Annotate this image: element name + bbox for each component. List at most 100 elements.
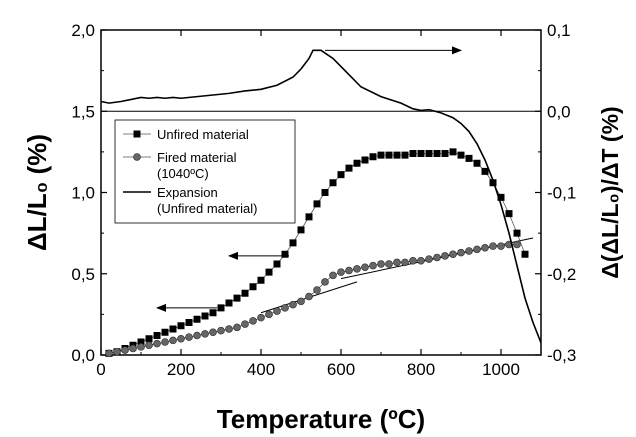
data-point-unfired — [505, 210, 513, 218]
x-tick-label: 1000 — [482, 360, 520, 379]
data-point-fired — [425, 255, 433, 263]
data-point-fired — [249, 317, 257, 325]
data-point-fired — [465, 247, 473, 255]
data-point-unfired — [385, 151, 393, 159]
data-point-unfired — [209, 309, 217, 317]
data-point-unfired — [137, 338, 145, 346]
y-right-tick-label: -0,1 — [547, 184, 576, 203]
data-point-fired — [361, 263, 369, 272]
data-point-unfired — [409, 150, 417, 157]
data-point-unfired — [241, 289, 249, 297]
data-point-fired — [345, 266, 353, 275]
data-point-fired — [169, 336, 177, 345]
data-point-fired — [489, 242, 497, 250]
data-point-fired — [177, 334, 185, 343]
x-tick-label: 400 — [247, 360, 275, 379]
data-point-fired — [241, 320, 249, 328]
y-right-tick-label: 0,0 — [547, 102, 571, 121]
data-point-unfired — [369, 153, 377, 161]
data-point-fired — [297, 297, 305, 306]
data-point-unfired — [513, 229, 521, 237]
data-point-fired — [305, 292, 313, 301]
y-right-tick-label: -0,3 — [547, 346, 576, 365]
data-point-fired — [385, 260, 393, 268]
data-point-unfired — [281, 250, 289, 258]
x-tick-label: 0 — [96, 360, 105, 379]
data-point-unfired — [217, 304, 225, 312]
data-point-unfired — [481, 167, 489, 175]
data-point-unfired — [497, 193, 505, 201]
y-left-tick-label: 1,5 — [71, 102, 95, 121]
series-line-expansion — [100, 49, 542, 344]
x-tick-label: 800 — [407, 360, 435, 379]
data-point-unfired — [145, 335, 153, 343]
x-tick-label: 200 — [167, 360, 195, 379]
data-point-fired — [393, 258, 401, 267]
data-point-unfired — [225, 299, 233, 307]
data-point-unfired — [177, 322, 185, 330]
legend-label: Unfired material — [157, 127, 249, 142]
data-point-fired — [457, 248, 465, 257]
data-point-unfired — [289, 239, 297, 247]
data-point-unfired — [233, 294, 241, 302]
legend-label: (1040ºC) — [157, 166, 209, 181]
y-left-tick-label: 0,5 — [71, 265, 95, 284]
data-point-fired — [409, 256, 417, 265]
data-point-unfired — [337, 171, 345, 179]
data-point-unfired — [297, 226, 305, 234]
data-point-fired — [513, 240, 521, 249]
data-point-fired — [105, 349, 113, 358]
data-point-unfired — [417, 150, 425, 157]
data-point-fired — [161, 338, 169, 346]
data-point-fired — [153, 339, 161, 348]
data-point-fired — [289, 300, 297, 309]
data-point-fired — [497, 242, 505, 250]
y-left-axis-title: ΔL/L₀ (%) — [22, 134, 52, 251]
data-point-fired — [185, 333, 193, 341]
data-point-fired — [209, 328, 217, 337]
data-point-fired — [233, 323, 241, 332]
data-point-fired — [321, 278, 329, 286]
data-point-unfired — [249, 283, 257, 291]
data-point-fired — [449, 250, 457, 259]
data-point-fired — [473, 245, 481, 254]
legend-label: Expansion — [157, 185, 218, 200]
data-point-unfired — [153, 332, 161, 339]
data-point-fired — [225, 325, 233, 333]
legend-label: (Unfired material) — [157, 201, 257, 216]
y-left-tick-label: 0,0 — [71, 346, 95, 365]
data-point-fired — [377, 260, 385, 268]
data-point-fired — [137, 343, 145, 351]
data-point-unfired — [169, 325, 177, 333]
data-point-unfired — [457, 151, 465, 159]
data-point-unfired — [321, 189, 329, 196]
data-point-unfired — [353, 159, 361, 167]
data-point-fired — [113, 347, 121, 356]
legend: Unfired material Fired material(1040ºC) Ex… — [114, 119, 296, 224]
data-point-fired — [401, 258, 409, 267]
data-point-fired — [433, 253, 441, 262]
legend-box — [114, 119, 296, 224]
data-point-unfired — [441, 150, 449, 157]
data-point-unfired — [305, 213, 313, 221]
data-point-fired — [273, 307, 281, 315]
data-point-fired — [417, 256, 425, 265]
data-point-fired — [217, 326, 225, 335]
data-point-fired — [313, 286, 321, 294]
data-point-unfired — [465, 154, 473, 162]
axes-layer: 0 200 400 600 800 1000 0,0 0,5 1,0 1,5 2,0 -0,3 -0,2… — [71, 21, 576, 379]
y-left-tick-label: 2,0 — [71, 21, 95, 40]
data-point-unfired — [193, 315, 201, 323]
data-point-fired — [353, 265, 361, 273]
data-point-unfired — [201, 312, 209, 320]
data-point-unfired — [257, 276, 265, 284]
legend-marker-fired — [133, 153, 141, 161]
y-right-tick-label: -0,2 — [547, 265, 576, 284]
data-point-fired — [121, 346, 129, 354]
legend-label: Fired material — [157, 150, 237, 165]
data-point-unfired — [361, 156, 369, 164]
data-point-unfired — [185, 319, 193, 326]
data-point-unfired — [329, 179, 337, 187]
series-layer — [100, 49, 542, 358]
